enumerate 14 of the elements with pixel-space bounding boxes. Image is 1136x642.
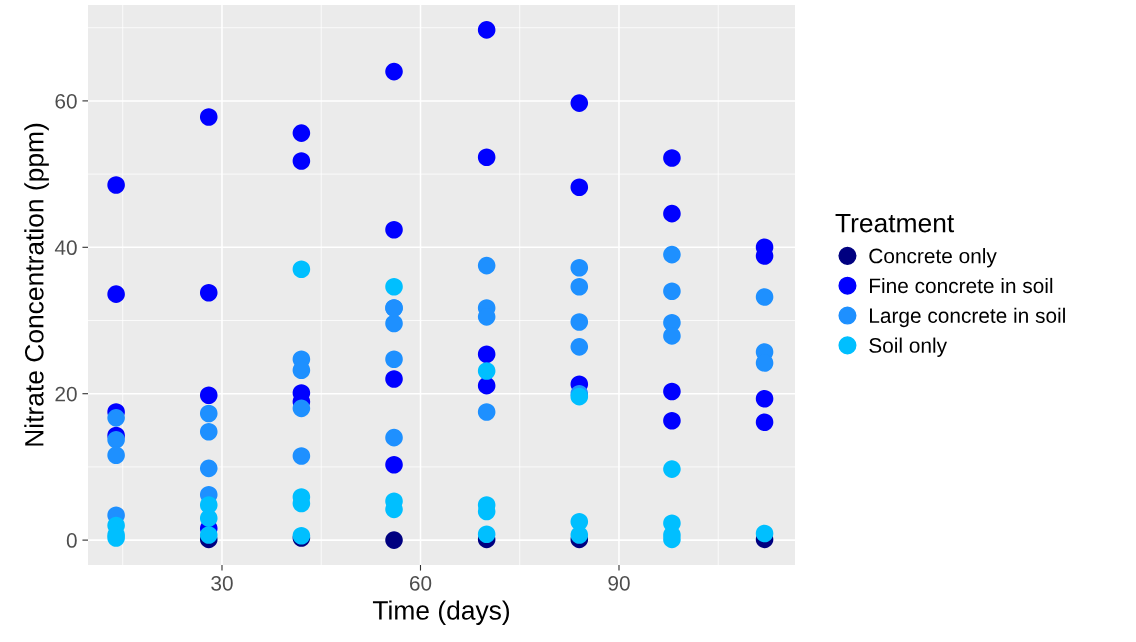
y-tick-label: 40 <box>54 240 77 256</box>
legend-title: Treatment <box>835 213 955 233</box>
x-axis-title: Time (days) <box>372 600 510 625</box>
y-tick-label: 0 <box>66 533 77 548</box>
x-tick-label: 90 <box>608 575 630 591</box>
legend-label: Concrete only <box>869 248 997 268</box>
legend-label: Large concrete in soil <box>870 307 1065 328</box>
legend-label: Soil only <box>869 337 947 357</box>
legend-label: Fine concrete in soil <box>870 277 1053 294</box>
y-tick-label: 20 <box>55 386 77 402</box>
y-axis-title: Nitrate Concentration (ppm) <box>24 123 49 446</box>
x-tick-label: 60 <box>409 575 432 591</box>
x-tick-label: 30 <box>211 575 233 591</box>
y-tick-label: 60 <box>55 93 77 109</box>
